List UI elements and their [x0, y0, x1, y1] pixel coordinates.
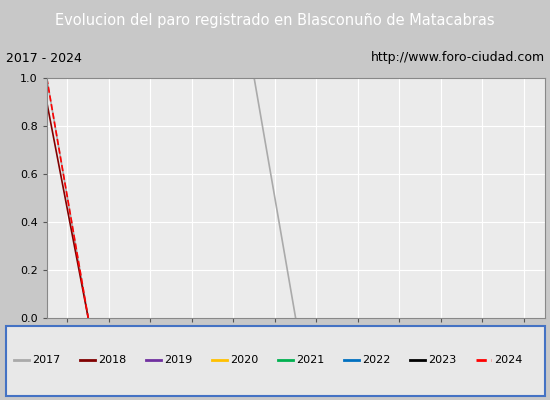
- FancyBboxPatch shape: [6, 326, 544, 396]
- Text: 2024: 2024: [494, 355, 522, 365]
- Text: 2023: 2023: [428, 355, 456, 365]
- Text: 2017 - 2024: 2017 - 2024: [6, 52, 81, 64]
- Text: Evolucion del paro registrado en Blasconuño de Matacabras: Evolucion del paro registrado en Blascon…: [55, 14, 495, 28]
- Text: http://www.foro-ciudad.com: http://www.foro-ciudad.com: [370, 52, 544, 64]
- Text: 2017: 2017: [32, 355, 60, 365]
- Text: 2019: 2019: [164, 355, 192, 365]
- Text: 2022: 2022: [362, 355, 390, 365]
- Text: 2021: 2021: [296, 355, 324, 365]
- Text: 2018: 2018: [98, 355, 127, 365]
- Text: 2020: 2020: [230, 355, 258, 365]
